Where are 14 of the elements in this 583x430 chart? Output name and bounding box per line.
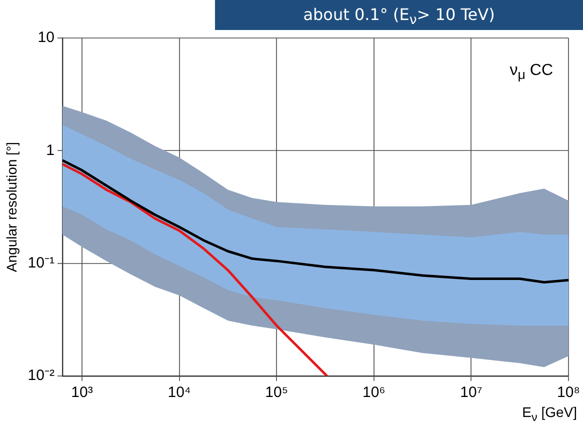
x-tick-label: 10⁷ (460, 384, 482, 402)
annotation: ν$_{μ}$ CC (510, 62, 553, 82)
y-tick-label: 10 (38, 29, 54, 46)
x-tick-label: 10⁴ (168, 384, 191, 402)
y-tick-label: 1 (46, 142, 54, 159)
x-tick-label: 10⁸ (556, 384, 580, 402)
x-axis-title: E$_{ν}$ [GeV] (522, 404, 577, 424)
x-tick-label: 10³ (71, 384, 93, 402)
y-tick-label: 10⁻¹ (28, 254, 54, 272)
y-tick-label: 10⁻² (28, 367, 54, 384)
x-tick-label: 10⁶ (362, 384, 386, 402)
text: about 0.1° (E$_{ν}$> 10 TeV) (215, 0, 583, 30)
x-tick-label: 10⁵ (265, 384, 288, 402)
y-axis-title: Angular resolution [°] (3, 142, 20, 272)
